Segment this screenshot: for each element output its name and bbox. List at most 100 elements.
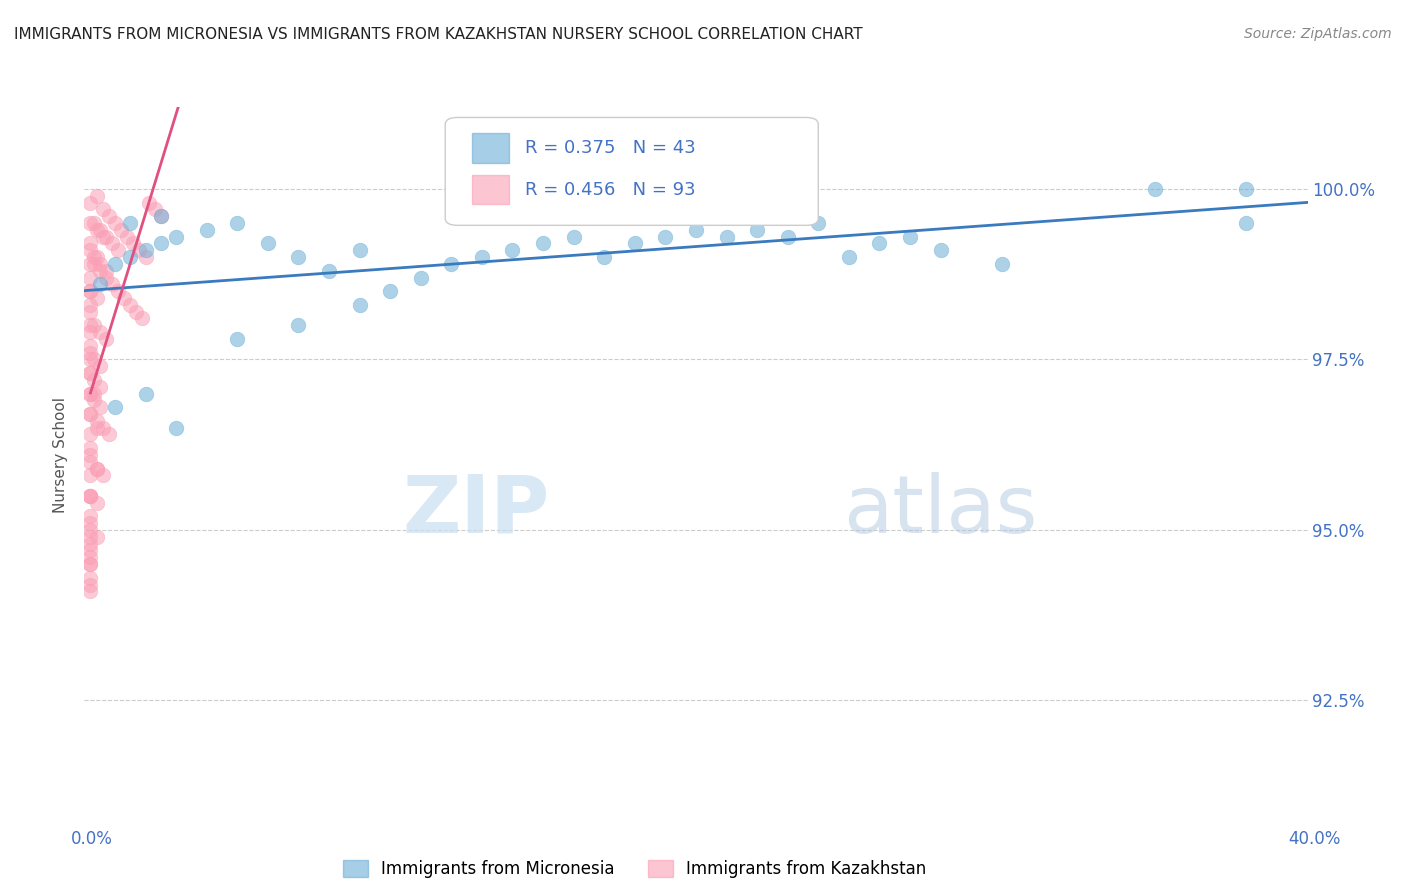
- Point: [86, 291, 108, 305]
- Point: [898, 229, 921, 244]
- Point: [83, 318, 105, 333]
- Point: [79, 236, 101, 251]
- Point: [149, 209, 172, 223]
- Point: [135, 250, 157, 264]
- Point: [79, 216, 101, 230]
- Point: [79, 325, 101, 339]
- Point: [79, 352, 101, 367]
- Point: [531, 236, 554, 251]
- Point: [79, 455, 101, 469]
- Point: [838, 250, 860, 264]
- Point: [287, 250, 309, 264]
- Text: 40.0%: 40.0%: [1288, 830, 1341, 847]
- Point: [440, 257, 463, 271]
- Point: [120, 216, 142, 230]
- Text: IMMIGRANTS FROM MICRONESIA VS IMMIGRANTS FROM KAZAKHSTAN NURSERY SCHOOL CORRELAT: IMMIGRANTS FROM MICRONESIA VS IMMIGRANTS…: [14, 27, 863, 42]
- Point: [79, 489, 101, 503]
- Point: [91, 468, 114, 483]
- Point: [165, 229, 187, 244]
- Point: [86, 461, 108, 475]
- Point: [89, 257, 111, 271]
- Point: [79, 441, 101, 455]
- Text: R = 0.375   N = 43: R = 0.375 N = 43: [524, 139, 696, 157]
- Text: Source: ZipAtlas.com: Source: ZipAtlas.com: [1244, 27, 1392, 41]
- Point: [226, 332, 249, 346]
- Text: ZIP: ZIP: [402, 472, 550, 549]
- Point: [79, 339, 101, 353]
- Point: [83, 386, 105, 401]
- Point: [83, 250, 105, 264]
- Point: [89, 264, 111, 278]
- Point: [120, 250, 142, 264]
- Point: [97, 427, 120, 442]
- Point: [471, 250, 494, 264]
- Point: [143, 202, 166, 217]
- Point: [149, 209, 172, 223]
- Point: [929, 244, 952, 258]
- Point: [79, 489, 101, 503]
- Point: [165, 420, 187, 434]
- Point: [1236, 182, 1258, 196]
- Point: [776, 229, 799, 244]
- Point: [94, 264, 117, 278]
- Point: [89, 380, 111, 394]
- Point: [1236, 216, 1258, 230]
- Point: [86, 188, 108, 202]
- Point: [226, 216, 249, 230]
- Point: [79, 284, 101, 298]
- Point: [112, 291, 135, 305]
- Point: [97, 209, 120, 223]
- Point: [83, 352, 105, 367]
- Point: [79, 284, 101, 298]
- Point: [79, 516, 101, 530]
- Point: [79, 244, 101, 258]
- Point: [135, 244, 157, 258]
- Point: [122, 236, 145, 251]
- Point: [101, 277, 124, 292]
- Point: [257, 236, 280, 251]
- Point: [79, 318, 101, 333]
- Point: [195, 223, 218, 237]
- Point: [287, 318, 309, 333]
- Point: [101, 236, 124, 251]
- Point: [79, 386, 101, 401]
- Point: [79, 509, 101, 524]
- Point: [135, 386, 157, 401]
- Point: [79, 557, 101, 571]
- Point: [79, 523, 101, 537]
- Point: [79, 366, 101, 380]
- Point: [807, 216, 830, 230]
- Point: [79, 345, 101, 359]
- Point: [89, 277, 111, 292]
- Point: [79, 448, 101, 462]
- Point: [79, 298, 101, 312]
- FancyBboxPatch shape: [446, 118, 818, 226]
- Point: [89, 400, 111, 414]
- Point: [79, 584, 101, 599]
- Point: [593, 250, 616, 264]
- Bar: [472, 175, 509, 204]
- Point: [79, 257, 101, 271]
- Point: [716, 229, 738, 244]
- Point: [120, 298, 142, 312]
- Text: 0.0%: 0.0%: [70, 830, 112, 847]
- Point: [79, 366, 101, 380]
- Point: [94, 270, 117, 285]
- Point: [79, 407, 101, 421]
- Point: [86, 461, 108, 475]
- Point: [79, 571, 101, 585]
- Point: [991, 257, 1014, 271]
- Point: [138, 195, 160, 210]
- Point: [125, 304, 148, 318]
- Point: [1143, 182, 1166, 196]
- Point: [149, 236, 172, 251]
- Point: [79, 407, 101, 421]
- Point: [349, 244, 371, 258]
- Point: [502, 244, 524, 258]
- Bar: [472, 134, 509, 162]
- Point: [107, 244, 129, 258]
- Point: [86, 223, 108, 237]
- Point: [89, 359, 111, 374]
- Point: [318, 264, 340, 278]
- Point: [94, 332, 117, 346]
